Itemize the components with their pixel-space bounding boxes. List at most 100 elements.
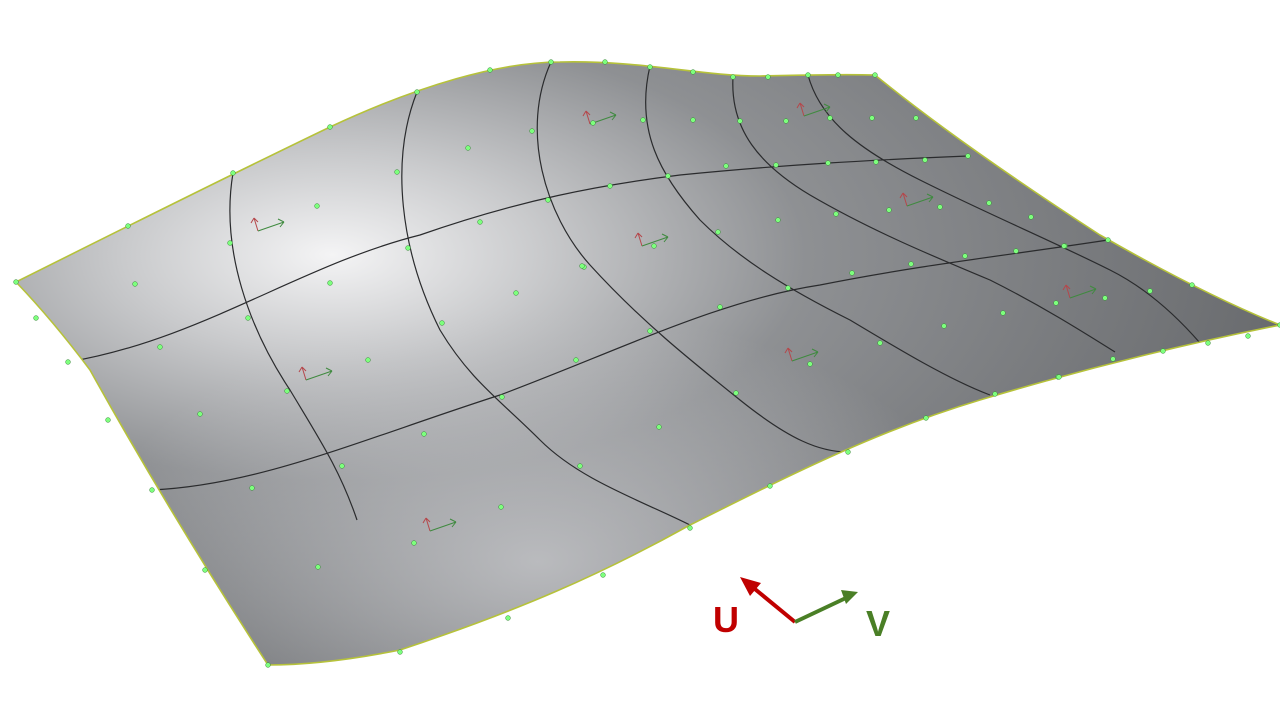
control-point	[498, 504, 504, 510]
control-point	[105, 417, 111, 423]
control-point	[877, 340, 883, 346]
u-axis-arrow	[748, 583, 797, 624]
control-point	[548, 59, 554, 65]
patch-direction-icon	[582, 110, 617, 125]
control-point	[872, 72, 878, 78]
control-point	[965, 153, 971, 159]
control-point	[421, 431, 427, 437]
control-point	[833, 211, 839, 217]
control-point	[327, 280, 333, 286]
control-point	[1013, 248, 1019, 254]
control-point	[723, 163, 729, 169]
control-point	[651, 243, 657, 249]
v-axis-arrow	[794, 595, 849, 624]
control-point	[227, 240, 233, 246]
control-point	[873, 159, 879, 165]
control-point	[602, 59, 608, 65]
patch-direction-icon	[250, 217, 285, 232]
control-point	[1105, 237, 1111, 243]
control-point	[249, 485, 255, 491]
u-arrowhead	[740, 577, 761, 596]
control-point	[487, 67, 493, 73]
control-point	[414, 89, 420, 95]
control-point	[1205, 340, 1211, 346]
isocurve-v1	[229, 172, 358, 521]
control-point	[1189, 282, 1195, 288]
isocurves	[67, 61, 1201, 526]
isocurve-u2	[151, 239, 1109, 491]
control-point	[465, 145, 471, 151]
patch-direction-icon	[796, 102, 831, 117]
isocurve-v4	[645, 65, 991, 396]
control-point	[230, 170, 236, 176]
control-points	[13, 59, 1280, 668]
control-point	[13, 279, 19, 285]
control-point	[405, 245, 411, 251]
control-point	[1056, 374, 1062, 380]
control-point	[665, 173, 671, 179]
control-point	[913, 115, 919, 121]
control-point	[1245, 333, 1251, 339]
surface-edge	[14, 61, 1280, 666]
control-point	[1102, 295, 1108, 301]
patch-direction-icon	[1062, 284, 1097, 299]
control-point	[315, 564, 321, 570]
control-point	[690, 117, 696, 123]
control-point	[477, 219, 483, 225]
control-point	[737, 118, 743, 124]
control-point	[411, 540, 417, 546]
control-point	[265, 662, 271, 668]
control-point	[733, 390, 739, 396]
control-point	[849, 270, 855, 276]
v-arrowhead	[841, 590, 858, 604]
control-point	[600, 572, 606, 578]
uv-axis-icon: U V	[713, 577, 890, 644]
control-point	[132, 281, 138, 287]
control-point	[573, 357, 579, 363]
control-point	[986, 200, 992, 206]
control-point	[1110, 356, 1116, 362]
control-point	[923, 415, 929, 421]
control-point	[869, 115, 875, 121]
control-point	[394, 169, 400, 175]
control-point	[1061, 243, 1067, 249]
u-axis-label: U	[713, 599, 739, 640]
control-point	[529, 128, 535, 134]
patch-direction-icon	[298, 366, 333, 381]
isocurve-v6	[807, 74, 1201, 344]
control-point	[640, 117, 646, 123]
control-point	[647, 328, 653, 334]
control-point	[314, 203, 320, 209]
control-point	[717, 304, 723, 310]
control-point	[886, 207, 892, 213]
control-point	[545, 197, 551, 203]
control-point	[715, 229, 721, 235]
control-point	[785, 285, 791, 291]
control-point	[1028, 214, 1034, 220]
control-point	[767, 483, 773, 489]
control-point	[327, 124, 333, 130]
control-point	[937, 204, 943, 210]
v-axis-label: V	[866, 603, 890, 644]
control-point	[805, 72, 811, 78]
control-point	[33, 315, 39, 321]
control-point	[1160, 348, 1166, 354]
control-point	[202, 567, 208, 573]
control-point	[807, 361, 813, 367]
control-point	[827, 115, 833, 121]
control-point	[765, 74, 771, 80]
control-point	[607, 183, 613, 189]
control-point	[439, 320, 445, 326]
control-point	[647, 64, 653, 70]
patch-direction-icon	[784, 347, 819, 362]
isocurve-v3	[536, 61, 849, 453]
control-point	[773, 162, 779, 168]
control-point	[125, 223, 131, 229]
control-point	[577, 463, 583, 469]
control-point	[197, 411, 203, 417]
control-point	[65, 359, 71, 365]
control-point	[835, 72, 841, 78]
control-point	[505, 615, 511, 621]
